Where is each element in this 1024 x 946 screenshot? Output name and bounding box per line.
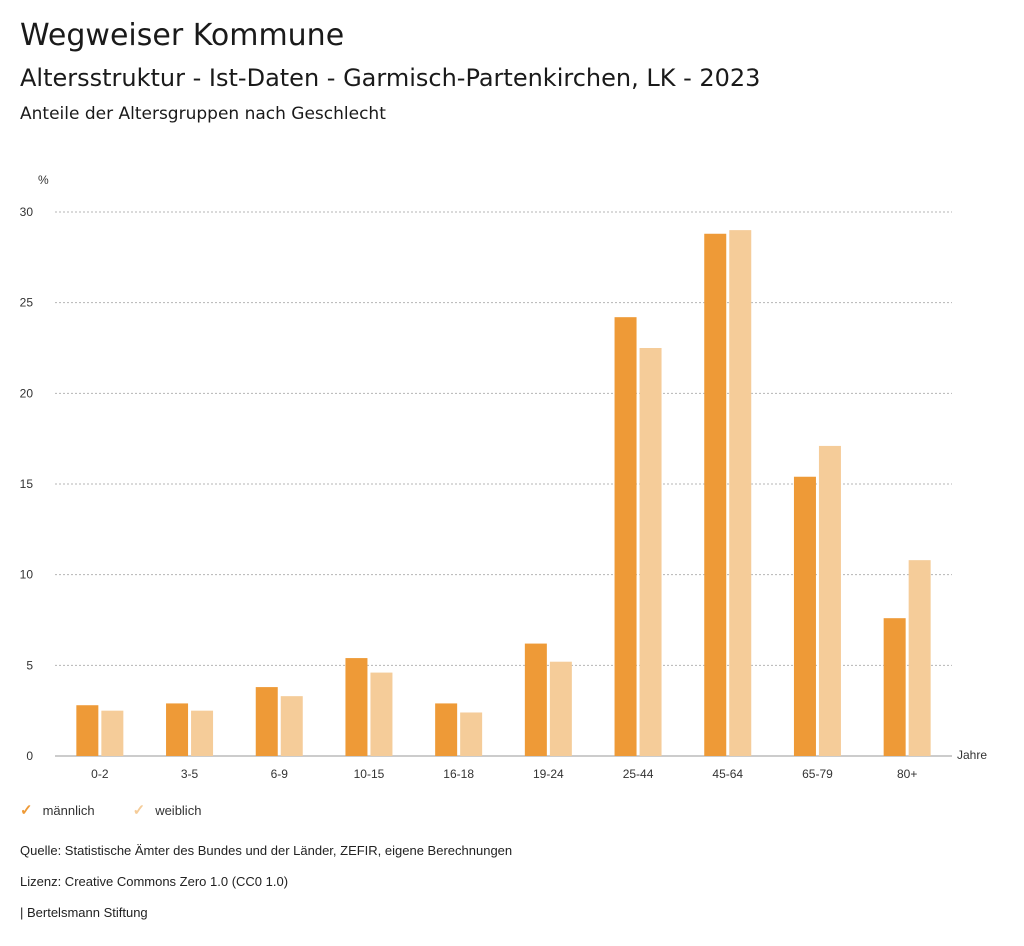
bar-weiblich[interactable] <box>729 230 752 757</box>
y-tick-label: 30 <box>20 205 34 219</box>
x-tick-label: 10-15 <box>354 767 385 781</box>
page-title: Wegweiser Kommune <box>20 18 345 53</box>
check-icon: ✓ <box>132 802 146 819</box>
y-tick-label: 25 <box>20 296 34 310</box>
bar-weiblich[interactable] <box>639 348 662 756</box>
x-tick-label: 6-9 <box>271 767 289 781</box>
y-tick-label: 10 <box>20 568 34 582</box>
bar-maennlich[interactable] <box>255 687 278 756</box>
bar-maennlich[interactable] <box>704 233 727 756</box>
bar-maennlich[interactable] <box>883 618 906 756</box>
x-tick-label: 80+ <box>897 767 917 781</box>
bar-maennlich[interactable] <box>793 476 816 756</box>
x-tick-label: 16-18 <box>443 767 474 781</box>
legend: ✓ männlich ✓ weiblich <box>20 803 201 818</box>
bar-weiblich[interactable] <box>460 712 483 756</box>
bar-weiblich[interactable] <box>280 696 303 756</box>
y-axis-ticks: 0 5 10 15 20 25 30 <box>20 205 34 763</box>
bar-chart: 0 5 10 15 20 25 30 % 0-2 3-5 6-9 10-15 16-18 19-24 2… <box>20 173 988 781</box>
bar-weiblich[interactable] <box>101 710 124 756</box>
bar-weiblich[interactable] <box>191 710 214 756</box>
bar-maennlich[interactable] <box>614 317 637 756</box>
x-axis-ticks: 0-2 3-5 6-9 10-15 16-18 19-24 25-44 45-64 65-79 8… <box>91 767 917 781</box>
license-note: Lizenz: Creative Commons Zero 1.0 (CC0 1… <box>20 874 289 889</box>
bars <box>76 230 931 757</box>
bar-maennlich[interactable] <box>524 643 547 756</box>
legend-label-weiblich: weiblich <box>155 803 202 818</box>
x-tick-label: 65-79 <box>802 767 833 781</box>
bar-maennlich[interactable] <box>435 703 458 756</box>
legend-label-maennlich: männlich <box>42 803 95 818</box>
source-note: Quelle: Statistische Ämter des Bundes un… <box>20 843 513 858</box>
bar-weiblich[interactable] <box>370 672 393 756</box>
x-tick-label: 19-24 <box>533 767 564 781</box>
bar-maennlich[interactable] <box>345 658 368 756</box>
legend-item-maennlich[interactable]: ✓ männlich <box>20 803 95 818</box>
y-tick-label: 0 <box>26 749 33 763</box>
y-tick-label: 15 <box>20 477 34 491</box>
x-tick-label: 0-2 <box>91 767 109 781</box>
bar-maennlich[interactable] <box>76 705 99 756</box>
bar-weiblich[interactable] <box>908 560 931 756</box>
chart-description: Anteile der Altersgruppen nach Geschlech… <box>20 104 386 124</box>
x-tick-label: 45-64 <box>712 767 743 781</box>
y-tick-label: 5 <box>26 658 33 672</box>
y-tick-label: 20 <box>20 386 34 400</box>
x-tick-label: 3-5 <box>181 767 199 781</box>
bar-maennlich[interactable] <box>166 703 189 756</box>
publisher-note: | Bertelsmann Stiftung <box>20 905 148 920</box>
y-axis-unit: % <box>38 173 49 187</box>
check-icon: ✓ <box>20 802 33 819</box>
bar-weiblich[interactable] <box>549 661 572 756</box>
chart-subtitle: Altersstruktur - Ist-Daten - Garmisch-Pa… <box>20 64 761 92</box>
legend-item-weiblich[interactable]: ✓ weiblich <box>133 803 202 818</box>
gridlines <box>55 211 952 757</box>
bar-weiblich[interactable] <box>818 445 841 756</box>
x-tick-label: 25-44 <box>623 767 654 781</box>
x-axis-label: Jahre <box>957 748 987 762</box>
